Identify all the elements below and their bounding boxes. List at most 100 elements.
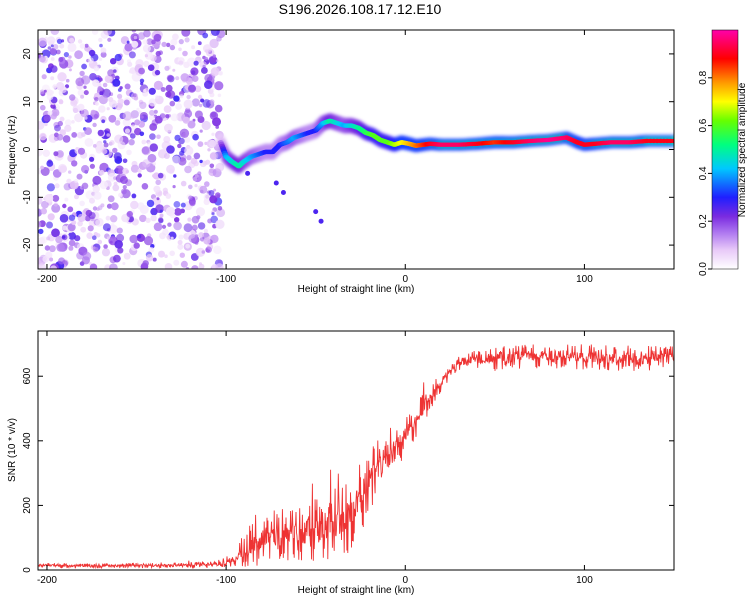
noise-blob — [77, 103, 85, 111]
noise-blob — [214, 81, 224, 91]
noise-blob — [102, 82, 108, 88]
x-tick-label: 100 — [576, 575, 593, 586]
noise-blob — [155, 50, 161, 57]
noise-blob — [210, 215, 218, 224]
noise-blob — [210, 30, 220, 36]
noise-blob — [212, 54, 216, 58]
noise-blob — [58, 163, 67, 173]
noise-blob — [58, 99, 64, 105]
noise-blob — [204, 80, 213, 89]
noise-blob — [209, 151, 219, 161]
noise-blob — [68, 239, 76, 247]
noise-blob — [133, 242, 140, 249]
noise-blob — [165, 193, 172, 199]
noise-blob — [59, 86, 67, 93]
echo-blob — [280, 190, 286, 196]
noise-blob — [167, 75, 175, 83]
noise-blob — [117, 168, 124, 174]
noise-blob — [102, 223, 111, 232]
noise-blob — [178, 137, 185, 145]
noise-blob — [88, 49, 96, 57]
noise-blob — [41, 200, 49, 209]
noise-blob — [154, 69, 161, 76]
noise-blob — [79, 70, 85, 77]
noise-blob — [63, 52, 69, 58]
noise-blob — [46, 160, 54, 167]
noise-blob — [110, 215, 118, 223]
noise-blob — [43, 89, 47, 93]
noise-blob — [43, 114, 51, 123]
noise-blob — [67, 42, 77, 52]
noise-blob — [39, 55, 46, 63]
noise-blob — [41, 74, 47, 80]
noise-blob — [137, 32, 146, 40]
noise-blob — [140, 115, 144, 119]
noise-blob — [209, 163, 215, 169]
noise-blob — [68, 214, 76, 221]
noise-blob — [182, 116, 190, 124]
noise-blob — [155, 95, 160, 99]
noise-blob — [122, 262, 126, 265]
noise-blob — [212, 117, 221, 127]
noise-blob — [201, 67, 208, 74]
noise-blob — [58, 257, 66, 265]
noise-blob — [160, 87, 166, 92]
noise-blob — [163, 153, 170, 159]
noise-blob — [56, 243, 65, 252]
noise-blob — [215, 162, 225, 172]
noise-blob — [133, 35, 138, 40]
spectrogram-xlabel: Height of straight line (km) — [298, 284, 415, 295]
noise-blob — [47, 46, 52, 50]
noise-blob — [209, 195, 218, 204]
noise-blob — [81, 182, 89, 190]
noise-blob — [211, 132, 215, 136]
noise-blob — [170, 236, 174, 240]
noise-blob — [109, 263, 118, 269]
noise-blob — [172, 155, 181, 164]
echo-blob — [318, 218, 324, 224]
noise-blob — [131, 30, 137, 33]
noise-blob — [106, 133, 110, 137]
noise-blob — [165, 206, 175, 216]
noise-blob — [130, 114, 136, 119]
noise-blob — [62, 135, 71, 143]
noise-blob — [126, 210, 133, 218]
noise-blob — [161, 41, 167, 48]
noise-blob — [131, 193, 137, 199]
noise-blob — [105, 215, 111, 221]
noise-blob — [139, 131, 145, 137]
noise-blob — [208, 139, 217, 148]
noise-blob — [138, 67, 146, 75]
noise-blob — [106, 203, 113, 209]
noise-blob — [194, 110, 203, 119]
noise-blob — [95, 101, 99, 106]
noise-blob — [180, 260, 188, 268]
noise-blob — [177, 243, 184, 250]
noise-blob — [195, 207, 206, 217]
noise-blob — [77, 147, 86, 155]
noise-blob — [153, 185, 161, 193]
noise-blob — [122, 185, 127, 190]
noise-blob — [134, 119, 141, 126]
noise-blob — [173, 174, 177, 178]
colorbar: 0.0 0.2 0.4 0.6 0.8 Normalized spectral ampl… — [698, 29, 748, 276]
noise-blob — [119, 86, 123, 90]
noise-blob — [81, 63, 87, 70]
noise-blob — [148, 98, 157, 107]
noise-blob — [180, 73, 190, 82]
noise-blob — [63, 183, 71, 191]
noise-blob — [49, 47, 57, 55]
noise-blob — [64, 124, 72, 132]
noise-blob — [107, 172, 117, 182]
noise-blob — [166, 145, 175, 154]
noise-blob — [50, 265, 58, 269]
noise-blob — [89, 263, 98, 269]
noise-blob — [92, 185, 100, 193]
noise-blob — [145, 51, 153, 60]
noise-blob — [131, 40, 139, 48]
snr-xlabel: Height of straight line (km) — [298, 585, 415, 596]
noise-blob — [80, 226, 87, 233]
noise-blob — [93, 232, 99, 237]
noise-blob — [65, 78, 70, 83]
noise-blob — [152, 174, 156, 178]
